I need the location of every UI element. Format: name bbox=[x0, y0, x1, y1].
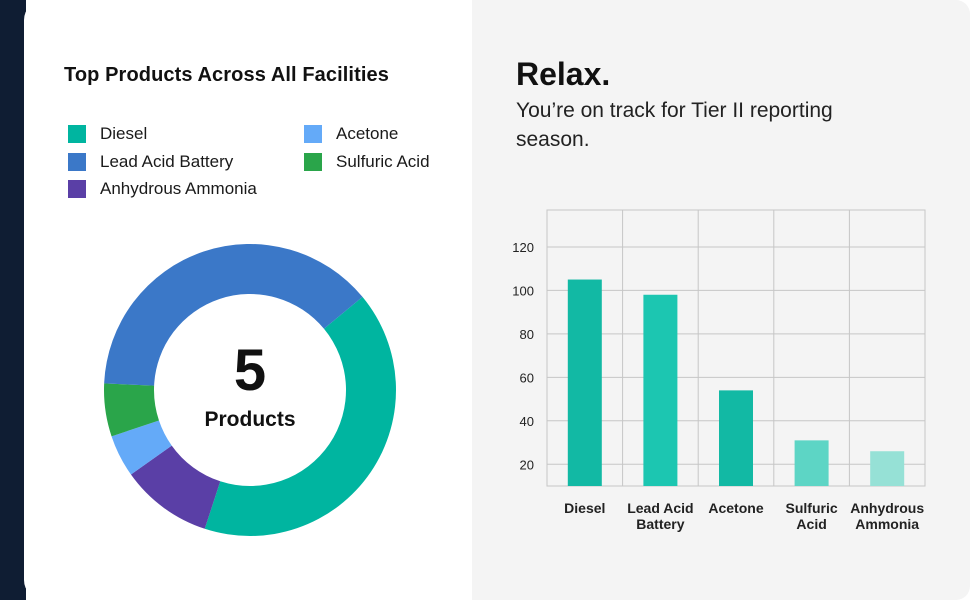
y-tick-label: 100 bbox=[512, 283, 534, 298]
donut-legend: Diesel Acetone Lead Acid Battery Sulfuri… bbox=[68, 124, 468, 204]
donut-slice-acetone bbox=[111, 420, 172, 475]
donut-slice-sulfuric-acid bbox=[104, 383, 159, 437]
legend-item-anhydrous-ammonia: Anhydrous Ammonia bbox=[68, 179, 257, 199]
legend-swatch bbox=[68, 180, 86, 198]
legend-label: Lead Acid Battery bbox=[100, 152, 234, 171]
legend-label: Diesel bbox=[100, 124, 148, 143]
y-tick-label: 60 bbox=[520, 370, 534, 385]
x-tick-label: Anhydrous bbox=[850, 500, 924, 516]
y-tick-label: 20 bbox=[520, 457, 534, 472]
legend-swatch bbox=[304, 125, 322, 143]
headline: Relax. bbox=[516, 56, 611, 92]
x-tick-label: Battery bbox=[636, 516, 684, 532]
donut-slice-diesel bbox=[204, 296, 396, 536]
x-tick-label: Lead Acid bbox=[627, 500, 693, 516]
bar-acetone bbox=[719, 390, 753, 486]
donut-chart-title: Top Products Across All Facilities bbox=[64, 64, 389, 86]
bar-anhydrous-ammonia bbox=[870, 451, 905, 486]
x-tick-label: Acetone bbox=[708, 500, 763, 516]
legend-item-sulfuric-acid: Sulfuric Acid bbox=[304, 152, 430, 172]
legend-label: Anhydrous Ammonia bbox=[100, 179, 257, 198]
donut-slice-anhydrous-ammonia bbox=[130, 445, 221, 529]
y-tick-label: 80 bbox=[520, 327, 534, 342]
legend-item-lead-acid-battery: Lead Acid Battery bbox=[68, 152, 233, 172]
bar-lead-acid-battery bbox=[643, 294, 678, 486]
x-tick-label: Diesel bbox=[564, 500, 605, 516]
legend-item-acetone: Acetone bbox=[304, 124, 398, 144]
edge-accent bbox=[0, 0, 26, 600]
donut-chart-svg bbox=[104, 244, 396, 536]
bar-diesel bbox=[567, 279, 602, 486]
x-tick-label: Ammonia bbox=[855, 516, 919, 532]
y-tick-label: 120 bbox=[512, 240, 534, 255]
x-tick-label: Sulfuric bbox=[786, 500, 838, 516]
legend-item-diesel: Diesel bbox=[68, 124, 147, 144]
right-panel bbox=[472, 0, 970, 600]
donut-chart: 5 Products bbox=[100, 240, 400, 540]
x-tick-label: Acid bbox=[796, 516, 826, 532]
bar-sulfuric-acid bbox=[794, 440, 829, 486]
legend-swatch bbox=[68, 125, 86, 143]
legend-swatch bbox=[68, 153, 86, 171]
legend-swatch bbox=[304, 153, 322, 171]
y-tick-label: 40 bbox=[520, 414, 534, 429]
status-message: You’re on track for Tier II reporting se… bbox=[516, 99, 833, 151]
legend-label: Acetone bbox=[336, 124, 399, 143]
legend-label: Sulfuric Acid bbox=[336, 152, 430, 171]
donut-slice-lead-acid-battery bbox=[104, 244, 363, 386]
bar-chart: 20 40 60 80 100 120 Diesel Lead Acid Battery Acet… bbox=[472, 190, 970, 550]
